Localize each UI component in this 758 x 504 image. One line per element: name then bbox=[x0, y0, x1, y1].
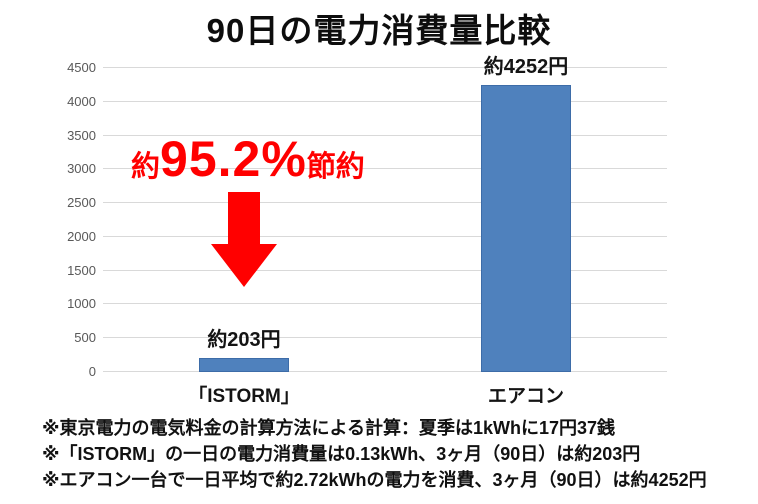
gridline bbox=[103, 337, 667, 339]
footnotes: ※東京電力の電気料金の計算方法による計算：夏季は1kWhに17円37銭 ※「IS… bbox=[42, 415, 742, 493]
x-category-label: 「ISTORM」 bbox=[188, 386, 300, 407]
gridline bbox=[103, 100, 667, 102]
y-tick-label: 3500 bbox=[67, 127, 96, 143]
y-axis-labels: 0 500 1000 1500 2000 2500 3000 3500 4000 4500 bbox=[0, 60, 96, 379]
y-tick-label: 1000 bbox=[67, 296, 96, 312]
gridline bbox=[103, 269, 667, 271]
bar-value-label: 約4252円 bbox=[483, 56, 569, 78]
y-tick-label: 4000 bbox=[67, 93, 96, 109]
y-tick-label: 2500 bbox=[67, 195, 96, 211]
annotation-prefix: 約 bbox=[131, 151, 161, 183]
bar-aircon bbox=[481, 85, 571, 372]
y-tick-label: 3000 bbox=[67, 161, 96, 177]
annotation-value: 95.2% bbox=[160, 131, 307, 187]
y-tick-label: 4500 bbox=[67, 60, 96, 75]
annotation-suffix: 節約 bbox=[306, 151, 365, 183]
gridline bbox=[103, 202, 667, 204]
plot-area: 約 95.2% 節約 約203円「ISTORM」 約4252円 エアコン bbox=[103, 56, 667, 407]
gridline bbox=[103, 168, 667, 170]
gridline bbox=[103, 235, 667, 237]
chart-title: 90日の電力消費量比較 bbox=[206, 12, 552, 49]
y-tick-label: 1500 bbox=[67, 262, 96, 278]
gridline bbox=[103, 371, 667, 372]
y-tick-label: 2000 bbox=[67, 228, 96, 244]
bar-istorm bbox=[199, 358, 289, 372]
x-category-label: エアコン bbox=[487, 386, 565, 407]
bar-value-label: 約203円 bbox=[207, 329, 281, 351]
y-tick-label: 500 bbox=[74, 330, 96, 346]
footnote-3: ※エアコン一台で一日平均で約2.72kWhの電力を消費、3ヶ月（90日）は約42… bbox=[42, 470, 707, 490]
gridline bbox=[103, 134, 667, 136]
down-arrow-icon bbox=[211, 192, 277, 287]
gridline bbox=[103, 67, 667, 68]
footnote-2: ※「ISTORM」の一日の電力消費量は0.13kWh、3ヶ月（90日）は約203… bbox=[42, 444, 641, 464]
savings-annotation: 約 95.2% 節約 bbox=[131, 130, 365, 188]
gridline bbox=[103, 303, 667, 305]
footnote-1: ※東京電力の電気料金の計算方法による計算：夏季は1kWhに17円37銭 bbox=[42, 418, 616, 438]
y-tick-label: 0 bbox=[88, 364, 96, 379]
